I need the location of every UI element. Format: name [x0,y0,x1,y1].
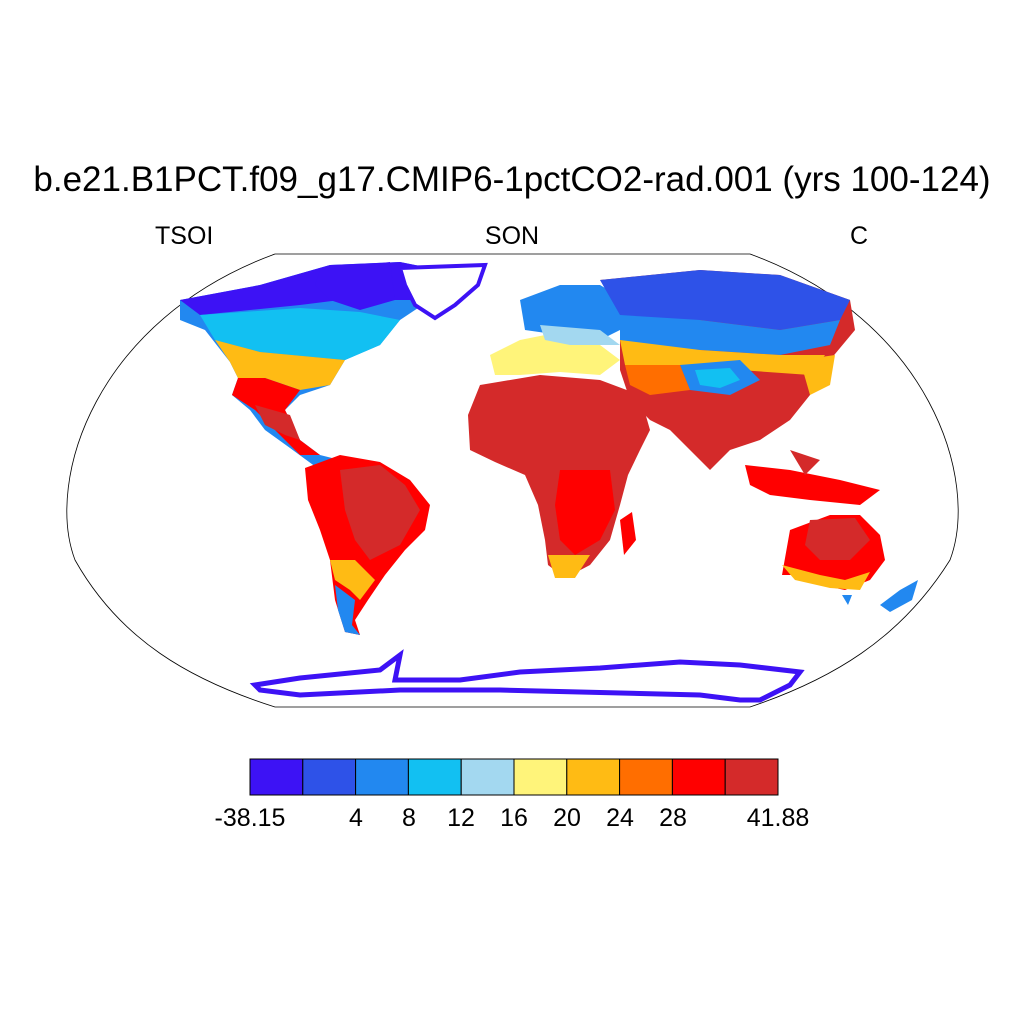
colorbar-swatch [407,758,462,796]
colorbar-tick-6: 24 [606,804,634,832]
colorbar-tick-4: 16 [500,804,528,832]
colorbar-swatch [724,758,779,796]
colorbar-tick-5: 20 [553,804,581,832]
colorbar-swatch [513,758,568,796]
colorbar-swatch [355,758,409,796]
season-label: SON [484,222,540,250]
units-label: C [850,222,869,250]
colorbar-tick-8: 41.88 [746,804,810,832]
greenland [315,262,488,321]
colorbar-swatch [249,758,304,796]
colorbar-tick-2: 8 [402,804,416,832]
australia-landmass [782,515,918,612]
antarctica-landmass [249,649,805,703]
europe-landmass [490,285,625,375]
colorbar-swatch [460,758,515,796]
maritime-continent [745,450,880,505]
colorbar-swatch [302,758,357,796]
colorbar-tick-0: -38.15 [214,804,286,832]
colorbar-tick-7: 28 [659,804,687,832]
plot-title: b.e21.B1PCT.f09_g17.CMIP6-1pctCO2-rad.00… [33,160,991,199]
asia-landmass [600,270,855,470]
africa-landmass [468,375,650,578]
south-america-landmass [305,455,430,635]
colorbar-swatch [619,758,673,796]
colorbar-tick-3: 12 [447,804,475,832]
colorbar-swatch [566,758,621,796]
variable-label: TSOI [155,222,214,250]
colorbar-swatch [671,758,726,796]
colorbar-tick-1: 4 [349,804,363,832]
